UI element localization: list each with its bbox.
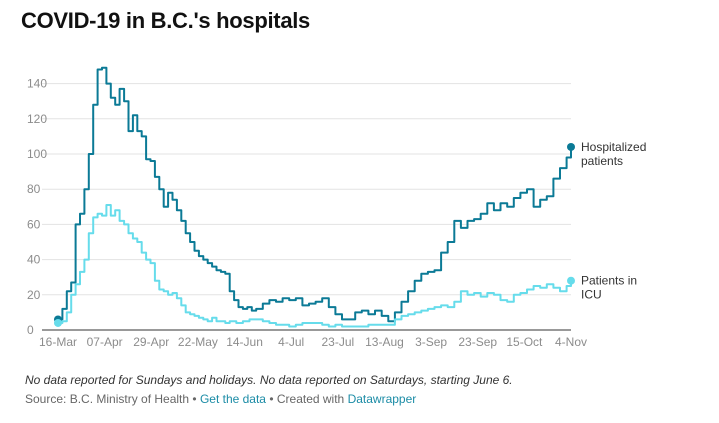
x-axis: 16-Mar 07-Apr 29-Apr 22-May 14-Jun 4-Jul 23-Ju… <box>39 335 587 349</box>
source-line: Source: B.C. Ministry of Health • Get th… <box>25 392 416 406</box>
x-tick-label: 4-Nov <box>555 335 587 349</box>
x-tick-label: 16-Mar <box>39 335 77 349</box>
y-tick-label: 40 <box>27 253 41 267</box>
get-the-data-link[interactable]: Get the data <box>199 392 266 406</box>
series-label-icu: Patients in <box>581 274 637 288</box>
x-tick-label: 4-Jul <box>278 335 304 349</box>
chart-title: COVID-19 in B.C.'s hospitals <box>21 8 310 33</box>
x-tick-label: 22-May <box>178 335 218 349</box>
x-tick-label: 23-Jul <box>321 335 354 349</box>
y-tick-label: 20 <box>27 288 41 302</box>
created-with-text: • Created with <box>269 392 345 406</box>
series-line-icu <box>58 204 572 328</box>
start-point-icu <box>54 318 62 327</box>
x-tick-label: 14-Jun <box>226 335 263 349</box>
end-point-icu <box>567 276 575 285</box>
y-tick-label: 80 <box>27 182 41 196</box>
y-tick-label: 100 <box>27 147 47 161</box>
y-axis: 0 20 40 60 80 100 120 140 <box>27 77 47 337</box>
x-tick-label: 23-Sep <box>458 335 497 349</box>
series-label-hospitalized: patients <box>581 154 623 168</box>
series-group <box>54 66 575 328</box>
x-tick-label: 3-Sep <box>415 335 447 349</box>
source-text: Source: B.C. Ministry of Health • <box>25 392 197 406</box>
y-tick-label: 120 <box>27 112 47 126</box>
x-tick-label: 07-Apr <box>87 335 123 349</box>
series-line-hospitalized <box>58 66 572 323</box>
series-label-icu: ICU <box>581 288 602 302</box>
x-tick-label: 15-Oct <box>506 335 543 349</box>
footnote: No data reported for Sundays and holiday… <box>25 373 513 387</box>
series-label-hospitalized: Hospitalized <box>581 140 646 154</box>
gridlines <box>42 83 571 331</box>
datawrapper-link[interactable]: Datawrapper <box>347 392 417 406</box>
end-point-hospitalized <box>567 142 575 151</box>
x-tick-label: 13-Aug <box>365 335 404 349</box>
y-tick-label: 0 <box>27 323 34 337</box>
x-tick-label: 29-Apr <box>133 335 169 349</box>
y-tick-label: 140 <box>27 77 47 91</box>
y-tick-label: 60 <box>27 217 41 231</box>
